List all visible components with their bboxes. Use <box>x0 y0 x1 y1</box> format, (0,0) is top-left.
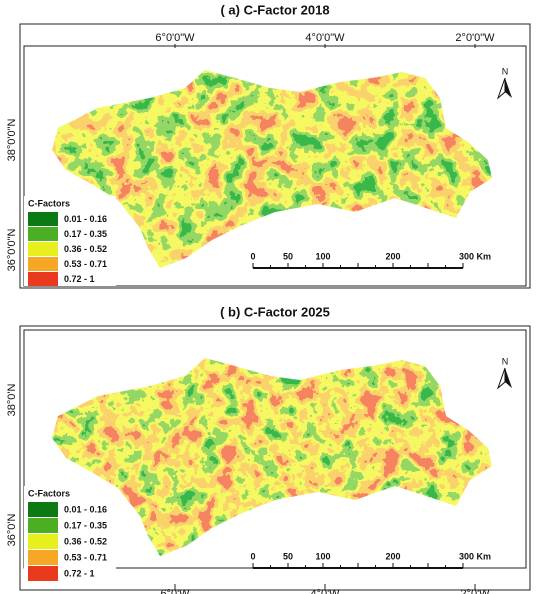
legend-swatch <box>28 227 58 241</box>
north-label: N <box>502 356 509 366</box>
longitude-label: 4°0'0"W <box>305 32 345 44</box>
latitude-label: 36°0'N <box>6 514 18 547</box>
latitude-label: 38°0'0"N <box>6 119 18 162</box>
scale-label: 300 Km <box>459 551 491 561</box>
legend-swatch <box>28 534 58 549</box>
latitude-label: 38°0'N <box>6 384 18 417</box>
panel-title: ( b) C-Factor 2025 <box>220 304 330 319</box>
legend-swatch <box>28 566 58 581</box>
map-panel: ( b) C-Factor 2025 6°0'W 4°0'W 2°0'W 38°0'N 3… <box>6 304 531 594</box>
north-arrow <box>505 368 512 388</box>
legend-title: C-Factors <box>28 198 70 208</box>
scale-label: 50 <box>283 551 293 561</box>
legend-label: 0.53 - 0.71 <box>64 552 107 562</box>
legend-label: 0.72 - 1 <box>64 568 95 578</box>
panel-title: ( a) C-Factor 2018 <box>220 2 329 17</box>
scale-label: 200 <box>385 251 400 261</box>
scale-label: 100 <box>315 551 330 561</box>
legend-swatch <box>28 212 58 226</box>
scale-label: 0 <box>250 551 255 561</box>
legend-swatch <box>28 257 58 271</box>
legend-label: 0.36 - 0.52 <box>64 244 107 254</box>
outer-frame <box>19 23 531 289</box>
map-panel: ( a) C-Factor 2018 6°0'0"W 4°0'0"W 2°0'0"W 3… <box>6 2 531 289</box>
legend-label: 0.36 - 0.52 <box>64 536 107 546</box>
north-arrow <box>505 78 512 98</box>
legend-swatch <box>28 550 58 565</box>
legend-swatch <box>28 242 58 256</box>
legend-swatch <box>28 272 58 286</box>
scale-label: 300 Km <box>459 251 491 261</box>
legend-title: C-Factors <box>28 488 70 498</box>
scale-label: 0 <box>250 251 255 261</box>
legend-label: 0.17 - 0.35 <box>64 229 107 239</box>
longitude-label: 6°0'0"W <box>155 32 195 44</box>
longitude-label: 4°0'W <box>310 588 340 594</box>
scale-label: 200 <box>385 551 400 561</box>
outer-frame <box>19 325 531 591</box>
north-label: N <box>502 66 509 76</box>
legend-label: 0.01 - 0.16 <box>64 504 107 514</box>
legend-swatch <box>28 518 58 533</box>
legend-label: 0.17 - 0.35 <box>64 520 107 530</box>
latitude-label: 36°0'0"N <box>6 229 18 272</box>
legend-label: 0.72 - 1 <box>64 274 95 284</box>
scale-label: 100 <box>315 251 330 261</box>
scale-label: 50 <box>283 251 293 261</box>
longitude-label: 6°0'W <box>160 588 190 594</box>
legend-label: 0.01 - 0.16 <box>64 214 107 224</box>
legend-swatch <box>28 502 58 517</box>
longitude-label: 2°0'W <box>460 588 490 594</box>
legend-label: 0.53 - 0.71 <box>64 259 107 269</box>
longitude-label: 2°0'0"W <box>455 32 495 44</box>
